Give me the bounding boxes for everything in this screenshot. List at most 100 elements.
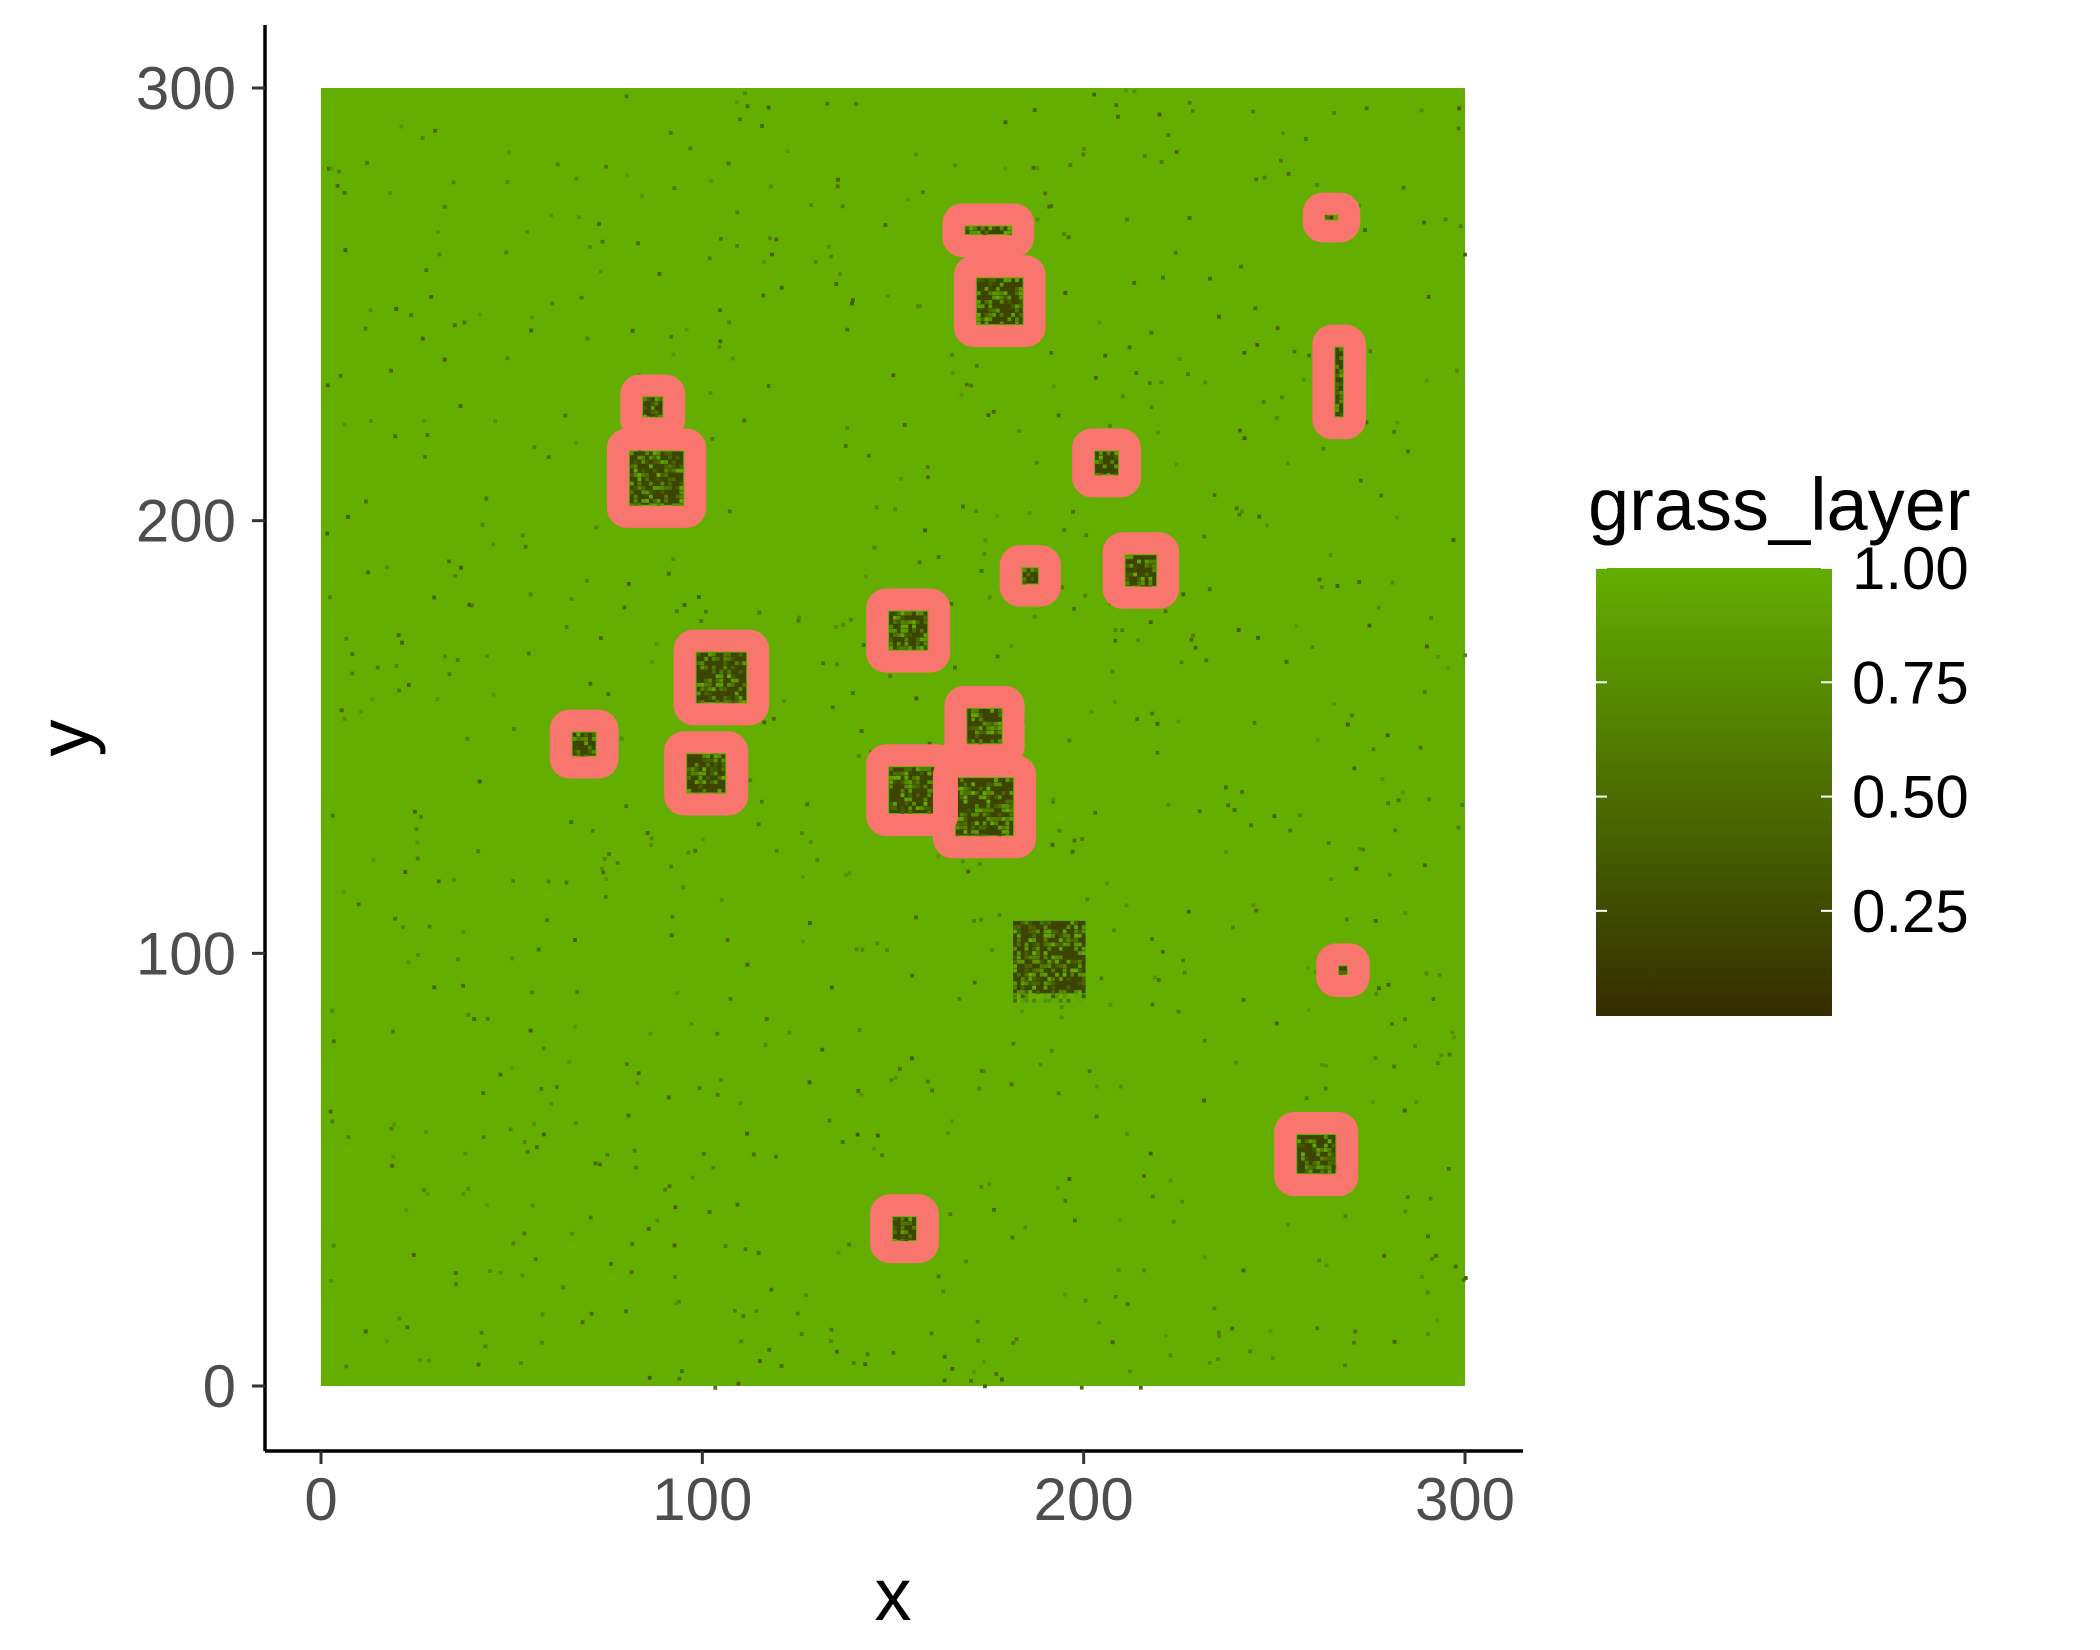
patch-cell bbox=[974, 804, 979, 808]
patch-cell bbox=[1331, 1143, 1336, 1148]
patch-cell bbox=[1024, 942, 1029, 947]
grazed-cell bbox=[1226, 803, 1231, 808]
patch-cell bbox=[734, 700, 739, 705]
depleted-patch bbox=[1335, 347, 1343, 425]
grazed-cell bbox=[1373, 1056, 1378, 1060]
patch-cell bbox=[915, 646, 920, 650]
grazed-cell bbox=[590, 828, 595, 833]
patch-cell bbox=[1058, 977, 1063, 981]
grazed-cell bbox=[1294, 623, 1299, 628]
grazed-cell bbox=[1049, 203, 1054, 208]
patch-cell bbox=[637, 455, 642, 460]
grazed-cell bbox=[669, 334, 674, 339]
patch-cell bbox=[668, 481, 672, 486]
grazed-cell bbox=[424, 1130, 428, 1134]
patch-cell bbox=[1043, 994, 1048, 999]
patch-cell bbox=[1043, 920, 1048, 925]
patch-cell bbox=[904, 620, 909, 624]
patch-cell bbox=[730, 678, 735, 683]
patch-cell bbox=[967, 786, 972, 791]
patch-cell bbox=[904, 641, 909, 646]
patch-cell bbox=[900, 806, 905, 811]
patch-cell bbox=[969, 230, 974, 235]
patch-cell bbox=[976, 304, 981, 309]
patch-cell bbox=[1032, 972, 1036, 977]
patch-cell bbox=[915, 637, 920, 642]
patch-cell bbox=[988, 291, 993, 296]
patch-cell bbox=[900, 628, 905, 633]
grazed-cell bbox=[715, 1092, 720, 1097]
patch-cell bbox=[1077, 972, 1082, 977]
grazed-cell bbox=[1451, 538, 1456, 542]
grazed-cell bbox=[561, 1285, 566, 1290]
patch-cell bbox=[1077, 968, 1082, 973]
patch-cell bbox=[660, 486, 665, 490]
grazed-cell bbox=[609, 1262, 613, 1266]
patch-cell bbox=[904, 611, 909, 616]
grazed-cell bbox=[1380, 777, 1385, 781]
grazed-cell bbox=[971, 1370, 976, 1375]
patch-cell bbox=[679, 494, 684, 499]
grazed-cell bbox=[1304, 1096, 1309, 1101]
grazed-cell bbox=[686, 850, 691, 855]
patch-cell bbox=[730, 674, 735, 679]
patch-cell bbox=[696, 661, 701, 666]
patch-cell bbox=[967, 808, 972, 813]
grazed-cell bbox=[522, 1140, 527, 1144]
grazed-cell bbox=[533, 1257, 538, 1261]
grazed-cell bbox=[757, 610, 762, 615]
patch-cell bbox=[982, 721, 987, 726]
patch-cell bbox=[978, 795, 983, 800]
patch-cell bbox=[900, 788, 905, 793]
grazed-cell bbox=[668, 130, 673, 135]
grazed-cell bbox=[840, 1140, 845, 1144]
grazed-cell bbox=[743, 91, 748, 96]
patch-cell bbox=[1032, 942, 1036, 947]
patch-cell bbox=[719, 678, 724, 683]
grazed-cell bbox=[1138, 1385, 1143, 1390]
patch-cell bbox=[896, 775, 901, 780]
patch-cell bbox=[986, 804, 991, 808]
patch-cell bbox=[1018, 287, 1023, 291]
patch-cell bbox=[629, 451, 634, 456]
grazed-cell bbox=[761, 293, 766, 298]
grazed-cell bbox=[520, 533, 525, 538]
patch-cell bbox=[641, 499, 646, 503]
patch-cell bbox=[727, 652, 731, 657]
patch-cell bbox=[645, 460, 649, 464]
grazed-cell bbox=[899, 476, 903, 481]
patch-cell bbox=[1001, 825, 1006, 830]
grazed-cell bbox=[1363, 228, 1367, 232]
grazed-cell bbox=[1368, 349, 1373, 354]
grazed-cell bbox=[735, 243, 739, 248]
grazed-cell bbox=[1288, 828, 1293, 833]
patch-cell bbox=[986, 786, 991, 791]
patch-outline bbox=[606, 428, 707, 528]
patch-cell bbox=[679, 468, 684, 473]
grazed-cell bbox=[979, 1069, 984, 1073]
grazed-cell bbox=[674, 609, 679, 614]
grazed-cell bbox=[406, 960, 411, 965]
patch-cell bbox=[723, 652, 728, 657]
grazed-cell bbox=[941, 1289, 946, 1294]
patch-cell bbox=[999, 300, 1004, 304]
patch-cell bbox=[1312, 1143, 1317, 1148]
grazed-cell bbox=[483, 1344, 488, 1349]
depleted-patch bbox=[629, 451, 684, 512]
patch-cell bbox=[1028, 929, 1033, 934]
grazed-cell bbox=[394, 307, 399, 311]
grazed-cell bbox=[718, 308, 722, 313]
patch-cell bbox=[893, 806, 897, 811]
x-tick-label: 100 bbox=[652, 1466, 752, 1533]
grazed-cell bbox=[1110, 1340, 1115, 1345]
grazed-cell bbox=[995, 654, 1000, 659]
grazed-cell bbox=[598, 636, 603, 641]
grazed-cell bbox=[425, 433, 430, 437]
patch-cell bbox=[923, 633, 928, 637]
depleted-patch bbox=[889, 611, 928, 655]
patch-cell bbox=[694, 780, 699, 785]
patch-cell bbox=[893, 628, 897, 633]
patch-cell bbox=[656, 455, 661, 460]
patch-cell bbox=[1058, 942, 1063, 947]
legend-colorbar bbox=[1596, 568, 1832, 1016]
